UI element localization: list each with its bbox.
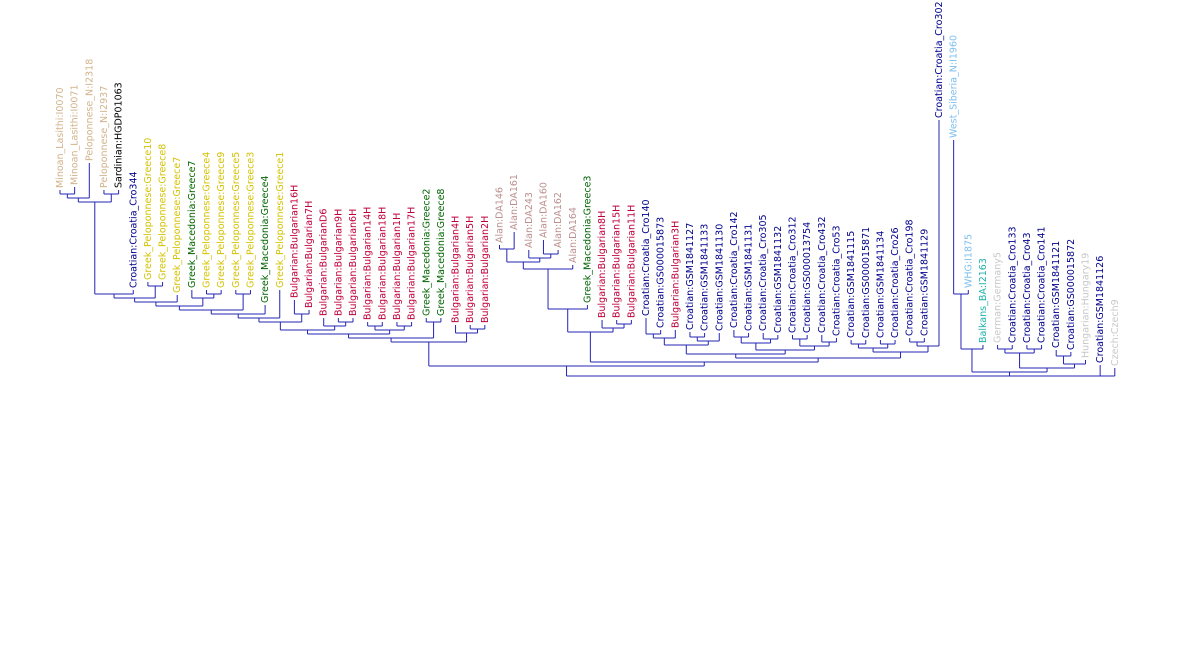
leaf-label: Croatian:GSM1841129 (919, 229, 930, 336)
leaf-label: Greek_Macedonia:Greece7 (187, 161, 198, 288)
leaf-label: West_Siberia_N:I1960 (949, 35, 960, 138)
leaf-label: Croatian:Croatia_Cro53 (831, 225, 842, 336)
leaf-label: Bulgarian:Bulgarian2H (480, 216, 491, 323)
leaf-label: Bulgarian:Bulgarian17H (407, 207, 418, 320)
leaf-label: Greek_Macedonia:Greece8 (436, 189, 447, 316)
leaf-label: Greek_Macedonia:Greece2 (421, 189, 432, 316)
leaf-label: Bulgarian:Bulgarian9H (333, 209, 344, 316)
leaf-label: Greek_Peloponnese:Greece10 (143, 138, 154, 280)
leaf-label: Greek_Peloponnese:Greece3 (245, 152, 256, 288)
leaf-label: Croatian:GSM1841130 (714, 224, 725, 331)
leaf-label: Alan:DA161 (509, 174, 520, 230)
leaf-label: Czech:Czech9 (1110, 299, 1121, 366)
leaf-label: Bulgarian:Bulgarian18H (377, 207, 388, 320)
leaf-label: Greek_Macedonia:Greece4 (260, 176, 271, 303)
leaf-label: Croatian:Croatia_Cro198 (905, 219, 916, 336)
leaf-label: Greek_Peloponnese:Greece7 (172, 157, 183, 293)
leaf-label: Croatian:GS000015871 (861, 227, 872, 338)
leaf-label: Croatian:GSM1841121 (1051, 241, 1062, 348)
leaf-label: Croatian:GSM1841115 (846, 231, 857, 338)
leaf-label: Bulgarian:Bulgarian3H (670, 221, 681, 328)
leaf-label: Bulgarian:Bulgarian4H (451, 216, 462, 323)
leaf-label: Croatian:Croatia_Cro305 (758, 214, 769, 331)
leaf-label: German:Germany5 (993, 252, 1004, 343)
leaf-label: Alan:DA160 (538, 182, 549, 238)
leaf-label: Greek_Peloponnese:Greece8 (158, 144, 169, 280)
leaf-label: Croatian:GS000015873 (656, 217, 667, 328)
leaf-label: Minoan_Lasithi:I0071 (70, 84, 81, 185)
leaf-label: Bulgarian:Bulgarian16H (289, 185, 300, 298)
leaf-label: Croatian:Croatia_Cro133 (1007, 226, 1018, 343)
leaf-label: Bulgarian:Bulgarian1H (392, 213, 403, 320)
leaf-label: Croatian:GSM1841134 (875, 231, 886, 338)
leaf-label: Minoan_Lasithi:I0070 (55, 87, 66, 188)
leaf-label: Greek_Peloponnese:Greece4 (202, 152, 213, 288)
leaf-label: Croatian:Croatia_Cro43 (1022, 232, 1033, 343)
leaf-label: Croatian:GS000013754 (802, 222, 813, 333)
leaf-label: Croatian:GSM1841133 (700, 224, 711, 331)
leaf-label: Bulgarian:BulgarianD6 (319, 209, 330, 316)
leaf-label: Croatian:Croatia_Cro302 (934, 1, 945, 118)
leaf-label: Alan:DA243 (524, 192, 535, 248)
leaf-label: Bulgarian:Bulgarian7H (304, 201, 315, 308)
leaf-label: Croatian:Croatia_Cro344 (128, 171, 139, 288)
leaf-label: Croatian:Croatia_Cro141 (1037, 226, 1048, 343)
leaf-label: Alan:DA162 (553, 192, 564, 248)
leaf-label: Greek_Peloponnese:Greece5 (231, 152, 242, 288)
leaf-label: WHG:I1875 (963, 234, 974, 288)
leaf-label: Bulgarian:Bulgarian5H (465, 216, 476, 323)
leaf-label: Alan:DA146 (495, 187, 506, 243)
leaf-label: Croatian:GSM1841126 (1095, 256, 1106, 363)
leaf-label: Croatian:Croatia_Cro142 (729, 211, 740, 328)
leaf-label: Bulgarian:Bulgarian8H (597, 211, 608, 318)
leaf-label: Bulgarian:Bulgarian14H (363, 207, 374, 320)
leaf-label: Croatian:GSM1841131 (744, 224, 755, 331)
leaf-label: Peloponnese_N:I2318 (84, 59, 95, 161)
leaf-label: Croatian:Croatia_Cro312 (788, 216, 799, 333)
leaf-label: Croatian:Croatia_Cro26 (890, 227, 901, 338)
leaf-label: Croatian:GS000015872 (1066, 239, 1077, 350)
leaf-label: Bulgarian:Bulgarian15H (612, 205, 623, 318)
leaf-label: Greek_Peloponnese:Greece9 (216, 152, 227, 288)
leaf-label: Croatian:Croatia_Cro140 (641, 199, 652, 316)
leaf-label: Greek_Macedonia:Greece3 (582, 176, 593, 303)
leaf-label: Balkans_BA:I2163 (978, 258, 989, 343)
leaf-label: Sardinian:HGDP01063 (114, 82, 125, 188)
leaf-label: Peloponnese_N:I2937 (99, 86, 110, 188)
leaf-label: Greek_Peloponnese:Greece1 (275, 152, 286, 288)
leaf-label: Croatian:GSM1841127 (685, 223, 696, 330)
leaf-label: Hungarian:Hungary19 (1081, 253, 1092, 358)
leaf-label: Bulgarian:Bulgarian11H (626, 205, 637, 318)
leaf-label: Bulgarian:Bulgarian6H (348, 209, 359, 316)
leaf-label: Croatian:Croatia_Cro432 (817, 216, 828, 333)
leaf-label: Alan:DA164 (568, 207, 579, 263)
leaf-label: Croatian:GSM1841132 (773, 226, 784, 333)
